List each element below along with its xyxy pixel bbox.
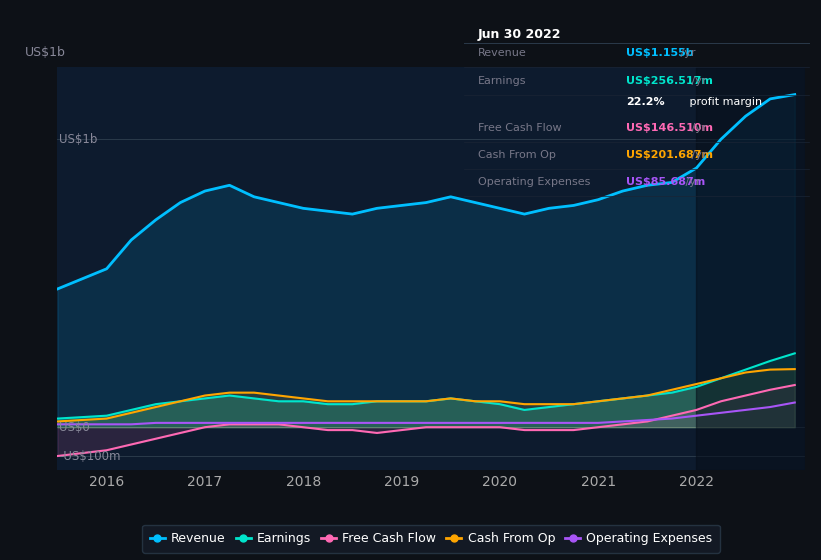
Text: US$256.517m: US$256.517m bbox=[626, 76, 713, 86]
Text: /yr: /yr bbox=[688, 76, 706, 86]
Text: Revenue: Revenue bbox=[478, 48, 526, 58]
Text: -US$100m: -US$100m bbox=[59, 450, 121, 463]
Text: US$1.155b: US$1.155b bbox=[626, 48, 694, 58]
Text: US$0: US$0 bbox=[59, 421, 90, 433]
Text: profit margin: profit margin bbox=[686, 97, 763, 106]
Text: Free Cash Flow: Free Cash Flow bbox=[478, 123, 562, 133]
Text: US$201.687m: US$201.687m bbox=[626, 150, 713, 160]
Legend: Revenue, Earnings, Free Cash Flow, Cash From Op, Operating Expenses: Revenue, Earnings, Free Cash Flow, Cash … bbox=[142, 525, 720, 553]
Bar bbox=[696, 67, 805, 470]
Text: Jun 30 2022: Jun 30 2022 bbox=[478, 29, 562, 41]
Text: Cash From Op: Cash From Op bbox=[478, 150, 556, 160]
Text: Operating Expenses: Operating Expenses bbox=[478, 178, 590, 188]
Text: 22.2%: 22.2% bbox=[626, 97, 664, 106]
Text: /yr: /yr bbox=[682, 178, 701, 188]
Text: US$146.510m: US$146.510m bbox=[626, 123, 713, 133]
Text: US$85.687m: US$85.687m bbox=[626, 178, 705, 188]
Text: Earnings: Earnings bbox=[478, 76, 526, 86]
Text: /yr: /yr bbox=[688, 123, 706, 133]
Text: US$1b: US$1b bbox=[59, 133, 98, 146]
Text: US$1b: US$1b bbox=[25, 46, 66, 59]
Text: /yr: /yr bbox=[677, 48, 695, 58]
Text: /yr: /yr bbox=[688, 150, 706, 160]
